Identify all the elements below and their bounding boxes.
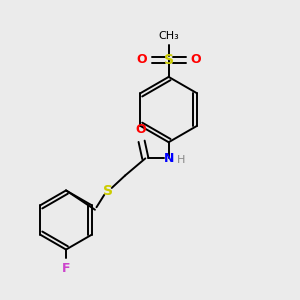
Text: S: S — [164, 53, 174, 67]
Text: F: F — [62, 262, 70, 275]
Text: S: S — [103, 184, 113, 198]
Text: O: O — [136, 53, 147, 66]
Text: CH₃: CH₃ — [158, 31, 179, 41]
Text: N: N — [164, 152, 174, 165]
Text: H: H — [177, 155, 186, 165]
Text: O: O — [136, 123, 146, 136]
Text: O: O — [190, 53, 201, 66]
